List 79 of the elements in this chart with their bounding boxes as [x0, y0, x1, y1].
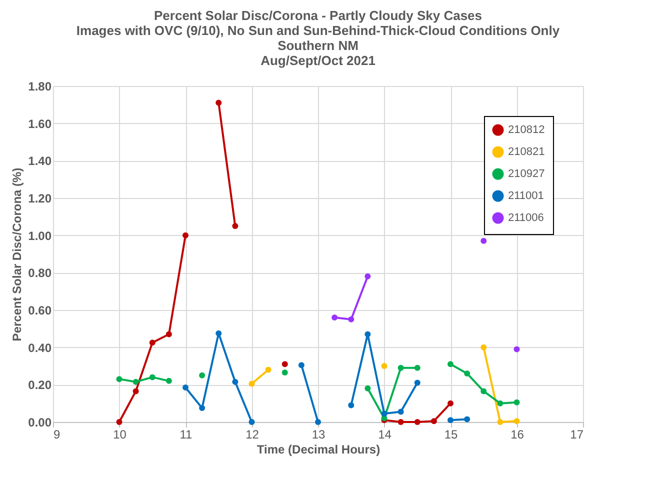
y-tick-label: 1.40 [28, 154, 52, 168]
point [248, 380, 255, 387]
chart-title: Percent Solar Disc/Corona - Partly Cloudy Sky Cases [154, 8, 482, 23]
y-tick-label: 1.80 [28, 80, 52, 94]
y-tick-label: 0.00 [28, 416, 52, 430]
point [166, 378, 172, 384]
x-tick-label: 10 [113, 428, 127, 442]
legend-label: 210821 [508, 146, 545, 158]
point [480, 388, 487, 394]
point [364, 385, 371, 392]
point [182, 384, 188, 390]
point [414, 380, 420, 386]
y-tick-label: 0.20 [28, 378, 52, 392]
point [199, 405, 206, 411]
point [149, 374, 156, 380]
chart-subtitle: Images with OVC (9/10), No Sun and Sun-Behind-Thick-Cloud Conditions Only Southern NM Aug/Sept/Oct 2021 [76, 23, 560, 68]
point [232, 378, 238, 385]
point [381, 410, 388, 417]
x-tick-label: 16 [510, 428, 524, 442]
x-axis-title: Time (Decimal Hours) [256, 442, 380, 456]
x-tick-label: 11 [180, 428, 193, 442]
point [414, 419, 420, 425]
x-tick-label: 15 [444, 428, 458, 442]
point [248, 419, 255, 425]
point [398, 408, 404, 415]
point [497, 400, 504, 406]
point [464, 416, 470, 422]
point [448, 400, 454, 406]
point [315, 419, 321, 425]
point [414, 364, 420, 371]
x-tick-label: 12 [246, 428, 260, 442]
point [116, 419, 122, 425]
x-tick-label: 14 [378, 428, 392, 442]
point [398, 419, 404, 425]
point [282, 370, 288, 376]
point [149, 340, 156, 346]
point [166, 331, 172, 338]
x-tick-label: 9 [54, 428, 60, 442]
point [282, 361, 288, 368]
point [232, 223, 238, 229]
point [265, 366, 272, 373]
legend-label: 210812 [508, 124, 545, 136]
point [381, 363, 388, 369]
point [514, 399, 520, 406]
x-tick-label: 17 [570, 428, 584, 442]
point [480, 344, 487, 350]
point [348, 402, 354, 408]
point [116, 376, 122, 382]
point [430, 418, 437, 424]
point [364, 331, 371, 338]
point [199, 372, 206, 378]
point [132, 388, 139, 394]
point [348, 316, 354, 322]
point [448, 417, 454, 424]
point [497, 419, 504, 425]
point [448, 361, 454, 368]
legend-label: 211001 [508, 190, 544, 202]
y-tick-label: 1.00 [28, 228, 52, 243]
y-tick-label: 0.60 [28, 304, 52, 318]
y-tick-label: 0.40 [28, 340, 52, 355]
point [332, 314, 338, 320]
legend-label: 211006 [508, 212, 544, 224]
y-tick-label: 0.80 [28, 266, 52, 280]
point [514, 418, 520, 424]
x-tick-label: 13 [312, 428, 326, 442]
point [216, 100, 222, 106]
point [464, 370, 470, 376]
point [298, 362, 304, 368]
point [182, 232, 188, 238]
point [398, 364, 404, 371]
point [132, 378, 139, 385]
y-axis-title: Percent Solar Disc/Corona (%) [10, 168, 24, 342]
point [480, 238, 487, 244]
y-tick-label: 1.20 [28, 192, 52, 206]
point [216, 330, 222, 336]
point [364, 273, 371, 280]
point [514, 346, 520, 352]
legend-label: 210927 [508, 168, 545, 180]
y-tick-label: 1.60 [28, 116, 52, 131]
